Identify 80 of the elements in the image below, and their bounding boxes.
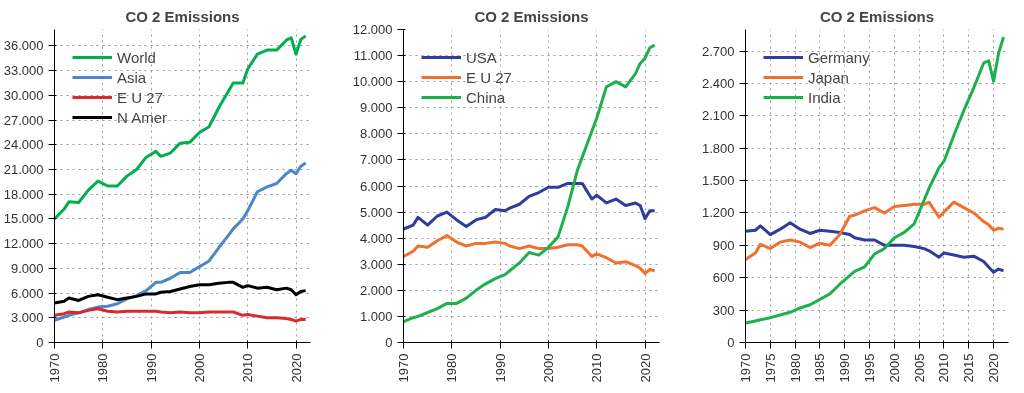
chart-title: CO 2 Emissions: [125, 7, 240, 25]
y-tick-label: 3.000: [10, 310, 44, 326]
y-tick-label: 9.000: [359, 100, 393, 116]
y-tick-label: 11.000: [353, 48, 393, 64]
line-series: [403, 43, 657, 324]
x-tick-label: 1970: [47, 353, 62, 383]
y-tick-label: 2.000: [359, 282, 393, 298]
y-tick-label: 15.000: [3, 211, 44, 227]
chart-title: CO 2 Emissions: [819, 7, 935, 25]
x-tick-label: 2020: [637, 353, 653, 383]
y-tick-label: 0: [36, 335, 44, 350]
x-tick-label: 2000: [191, 353, 207, 383]
y-tick-label: 9.000: [10, 260, 44, 276]
y-tick-label: 0: [385, 335, 393, 350]
legend-label: China: [466, 88, 506, 106]
y-tick-label: 24.000: [3, 137, 44, 153]
line-series: [745, 200, 1006, 261]
x-tick-label: 2005: [911, 353, 927, 383]
y-tick-label: 27.000: [3, 112, 44, 128]
x-tick-label: 2020: [986, 353, 1002, 383]
legend-label: N Amer: [117, 108, 168, 126]
x-tick-label: 2010: [589, 353, 605, 383]
x-tick-label: 1970: [738, 353, 753, 383]
x-tick-label: 2020: [288, 353, 304, 383]
y-tick-label: 2.100: [701, 108, 735, 124]
y-tick-label: 12.000: [352, 22, 393, 37]
line-series: [54, 34, 308, 221]
x-tick-label: 1990: [837, 353, 853, 383]
y-tick-label: 1.200: [701, 205, 735, 221]
x-tick-label: 1985: [812, 353, 828, 383]
x-tick-label: 2000: [886, 353, 902, 383]
legend-label: World: [117, 48, 156, 66]
x-tick-label: 1975: [762, 353, 778, 383]
y-tick-label: 5.000: [359, 204, 393, 220]
legend-label: E U 27: [466, 68, 512, 86]
y-tick-label: 3.000: [359, 256, 393, 272]
legend-label: Asia: [117, 68, 147, 86]
chart-title: CO 2 Emissions: [474, 7, 589, 25]
y-tick-label: 2.400: [701, 75, 735, 91]
y-tick-label: 18.000: [3, 186, 44, 202]
legend-label: USA: [466, 48, 497, 66]
y-tick-label: 1.800: [701, 140, 735, 156]
line-series: [745, 221, 1006, 274]
legend-label: E U 27: [117, 88, 163, 106]
y-tick-label: 30.000: [3, 87, 44, 103]
y-tick-label: 0: [727, 335, 735, 350]
y-tick-label: 7.000: [359, 152, 393, 168]
y-tick-label: 6.000: [359, 178, 393, 194]
x-tick-label: 1980: [444, 353, 460, 383]
legend-label: Japan: [808, 68, 849, 86]
y-tick-label: 33.000: [3, 63, 44, 79]
y-tick-label: 8.000: [359, 126, 393, 142]
x-tick-label: 2010: [240, 353, 256, 383]
y-tick-label: 21.000: [3, 162, 44, 178]
legend-label: Germany: [808, 48, 870, 66]
x-tick-label: 1990: [492, 353, 508, 383]
x-tick-label: 1980: [95, 353, 111, 383]
line-series: [403, 234, 657, 275]
y-tick-label: 10.000: [352, 74, 393, 90]
line-series: [745, 35, 1006, 325]
x-tick-label: 1995: [862, 353, 878, 383]
x-tick-label: 1990: [143, 353, 159, 383]
y-tick-label: 600: [712, 270, 735, 286]
legend-label: India: [808, 88, 841, 106]
y-tick-label: 36.000: [3, 38, 44, 54]
x-tick-label: 2010: [936, 353, 952, 383]
y-tick-label: 1.500: [701, 173, 735, 189]
line-series: [54, 307, 308, 323]
y-tick-label: 900: [712, 237, 735, 253]
x-tick-label: 1970: [396, 353, 411, 383]
x-tick-label: 1980: [787, 353, 803, 383]
y-tick-label: 1.000: [359, 308, 393, 324]
y-tick-label: 300: [712, 302, 735, 318]
y-tick-label: 4.000: [359, 230, 393, 246]
x-tick-label: 2000: [540, 353, 556, 383]
line-series: [403, 181, 657, 231]
y-tick-label: 12.000: [3, 236, 44, 252]
y-tick-label: 2.700: [701, 43, 735, 59]
x-tick-label: 2015: [961, 353, 977, 383]
y-tick-label: 6.000: [10, 285, 44, 301]
